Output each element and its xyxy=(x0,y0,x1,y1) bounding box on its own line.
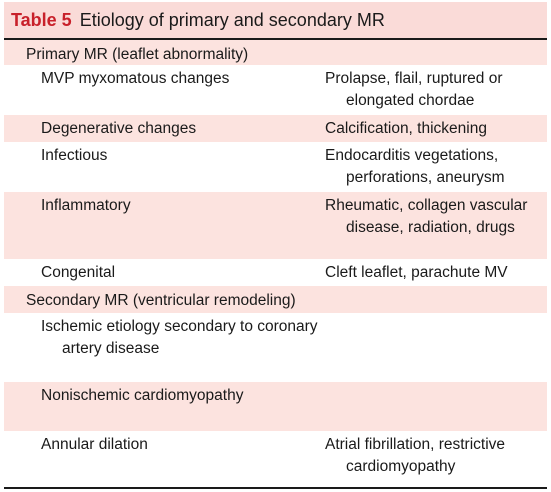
table-number: Table 5 xyxy=(11,9,72,30)
table-row: MVP myxomatous changes Prolapse, flail, … xyxy=(4,65,547,115)
cause-cell: Nonischemic cardiomyopathy xyxy=(41,387,244,404)
finding-cell: Cleft leaflet, parachute MV xyxy=(325,264,508,281)
cause-cell: Degenerative changes xyxy=(41,120,197,137)
cause-cell: Ischemic etiology secondary to coronary … xyxy=(41,318,318,357)
cause-cell: Infectious xyxy=(41,147,108,164)
table-title: Etiology of primary and secondary MR xyxy=(79,9,385,30)
finding-cell: Atrial fibrillation, restrictive cardiom… xyxy=(325,436,506,475)
finding-cell: Prolapse, flail, ruptured or elongated c… xyxy=(325,70,503,109)
table-row: Infectious Endocarditis vegetations, per… xyxy=(4,142,547,192)
finding-cell: Endocarditis vegetations, perforations, … xyxy=(325,147,505,186)
finding-cell: Calcification, thickening xyxy=(325,120,487,137)
bottom-rule xyxy=(4,487,547,489)
cause-cell: Annular dilation xyxy=(41,436,148,453)
cause-cell: Congenital xyxy=(41,264,116,281)
table-row: Annular dilation Atrial fibrillation, re… xyxy=(4,431,547,487)
section-label: Primary MR (leaflet abnormality) xyxy=(26,46,249,63)
cause-cell: Inflammatory xyxy=(41,197,131,214)
section-row-secondary: Secondary MR (ventricular remodeling) xyxy=(4,286,547,313)
top-rule xyxy=(4,38,547,40)
section-label: Secondary MR (ventricular remodeling) xyxy=(26,292,296,309)
table-row: Inflammatory Rheumatic, collagen vascula… xyxy=(4,192,547,259)
table-row: Nonischemic cardiomyopathy xyxy=(4,382,547,431)
finding-cell: Rheumatic, collagen vascular disease, ra… xyxy=(325,197,528,236)
cause-cell: MVP myxomatous changes xyxy=(41,70,230,87)
table-title-bar: Table 5 Etiology of primary and secondar… xyxy=(4,2,547,38)
table-row: Degenerative changes Calcification, thic… xyxy=(4,115,547,142)
section-row-primary: Primary MR (leaflet abnormality) xyxy=(4,40,547,65)
table-row: Ischemic etiology secondary to coronary … xyxy=(4,313,547,382)
table-row: Congenital Cleft leaflet, parachute MV xyxy=(4,259,547,286)
